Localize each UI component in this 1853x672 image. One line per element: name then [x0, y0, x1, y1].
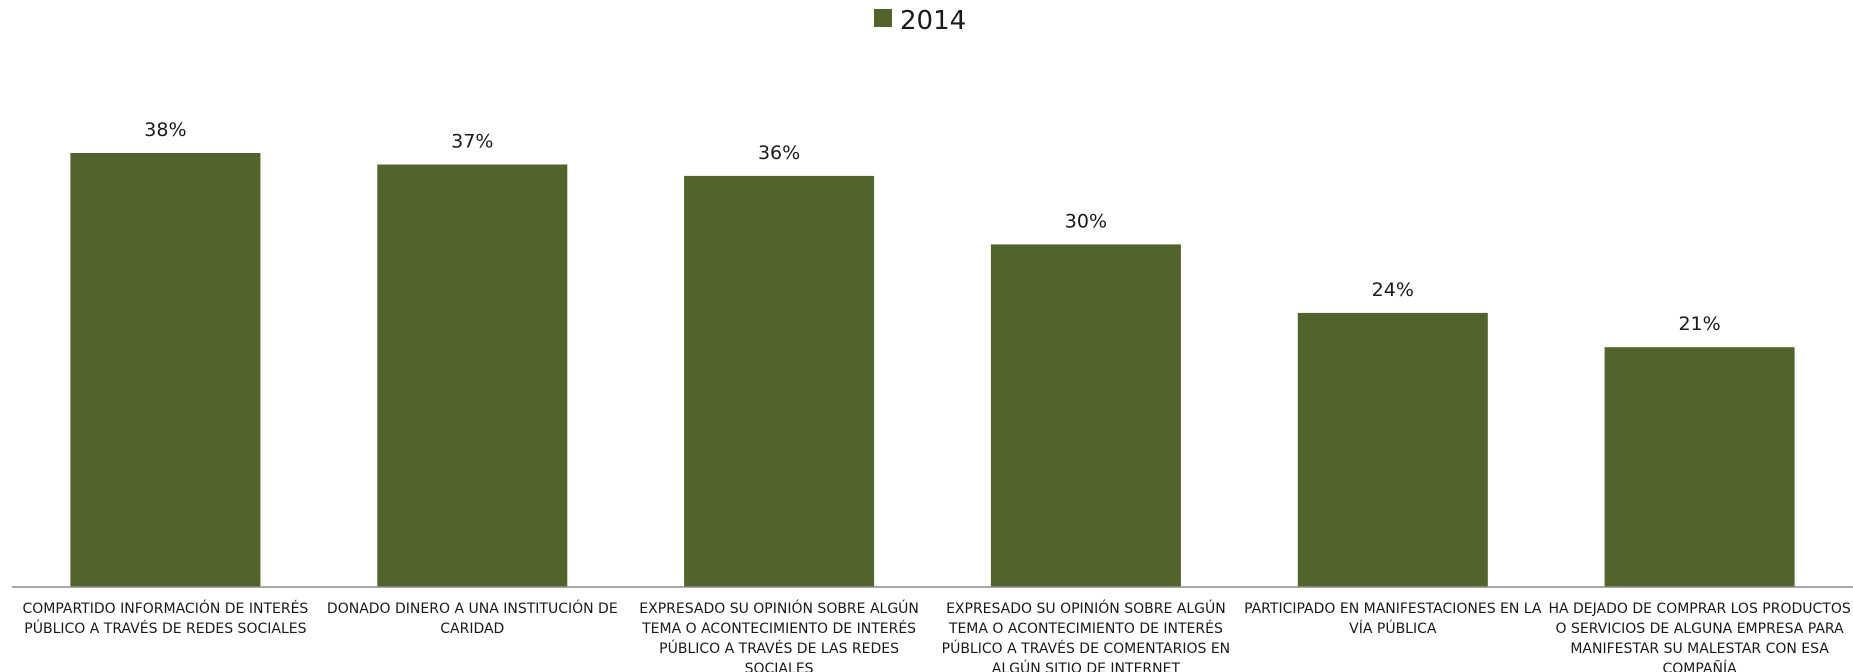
category-label-4: EXPRESADO SU OPINIÓN SOBRE ALGÚN TEMA O A… — [942, 599, 1231, 672]
category-label-2: DONADO DINERO A UNA INSTITUCIÓN DE CARIDA… — [327, 599, 618, 637]
category-label-line: HA DEJADO DE COMPRAR LOS PRODUCTOS — [1548, 601, 1850, 617]
data-label-2: 37% — [451, 131, 493, 153]
bar-2 — [377, 164, 568, 587]
legend-label: 2014 — [900, 6, 966, 36]
category-label-line: DONADO DINERO A UNA INSTITUCIÓN DE — [327, 599, 618, 617]
category-label-3: EXPRESADO SU OPINIÓN SOBRE ALGÚN TEMA O A… — [639, 599, 919, 672]
category-labels-group: COMPARTIDO INFORMACIÓN DE INTERÉS PÚBLICO… — [22, 599, 1850, 672]
bar-5 — [1297, 312, 1488, 587]
category-label-line: MANIFESTAR SU MALESTAR CON ESA — [1570, 641, 1829, 657]
category-label-line: PARTICIPADO EN MANIFESTACIONES EN LA — [1244, 601, 1542, 617]
data-label-1: 38% — [144, 119, 186, 141]
legend-swatch — [874, 9, 892, 27]
category-label-line: TEMA O ACONTECIMIENTO DE INTERÉS — [948, 620, 1223, 637]
data-label-5: 24% — [1372, 279, 1414, 301]
legend: 2014 — [874, 6, 966, 36]
bar-3 — [684, 175, 875, 587]
bar-6 — [1604, 347, 1795, 587]
category-label-line: SOCIALES — [745, 661, 814, 672]
category-label-line: TEMA O ACONTECIMIENTO DE INTERÉS — [641, 620, 916, 637]
data-label-3: 36% — [758, 142, 800, 164]
category-label-line: ALGÚN SITIO DE INTERNET — [992, 659, 1181, 672]
bar-1 — [70, 153, 261, 587]
category-label-5: PARTICIPADO EN MANIFESTACIONES EN LA VÍA … — [1244, 601, 1542, 637]
category-label-line: O SERVICIOS DE ALGUNA EMPRESA PARA — [1556, 621, 1845, 637]
value-labels-group: 38% 37% 36% 30% 24% 21% — [144, 119, 1720, 335]
category-label-line: EXPRESADO SU OPINIÓN SOBRE ALGÚN — [639, 599, 919, 617]
category-label-1: COMPARTIDO INFORMACIÓN DE INTERÉS PÚBLICO… — [22, 599, 308, 637]
category-label-6: HA DEJADO DE COMPRAR LOS PRODUCTOS O SERV… — [1548, 601, 1850, 672]
data-label-6: 21% — [1678, 313, 1720, 335]
category-label-line: PÚBLICO A TRAVÉS DE LAS REDES — [659, 639, 899, 657]
bars-group — [70, 153, 1795, 587]
category-label-line: EXPRESADO SU OPINIÓN SOBRE ALGÚN — [946, 599, 1226, 617]
bar-4 — [990, 244, 1181, 587]
data-label-4: 30% — [1065, 210, 1107, 232]
category-label-line: CARIDAD — [440, 621, 504, 637]
category-label-line: PÚBLICO A TRAVÉS DE COMENTARIOS EN — [942, 639, 1231, 657]
category-label-line: PÚBLICO A TRAVÉS DE REDES SOCIALES — [24, 619, 306, 637]
category-label-line: VÍA PÚBLICA — [1349, 619, 1437, 637]
category-label-line: COMPARTIDO INFORMACIÓN DE INTERÉS — [22, 599, 308, 617]
category-label-line: COMPAÑÍA — [1663, 660, 1738, 672]
